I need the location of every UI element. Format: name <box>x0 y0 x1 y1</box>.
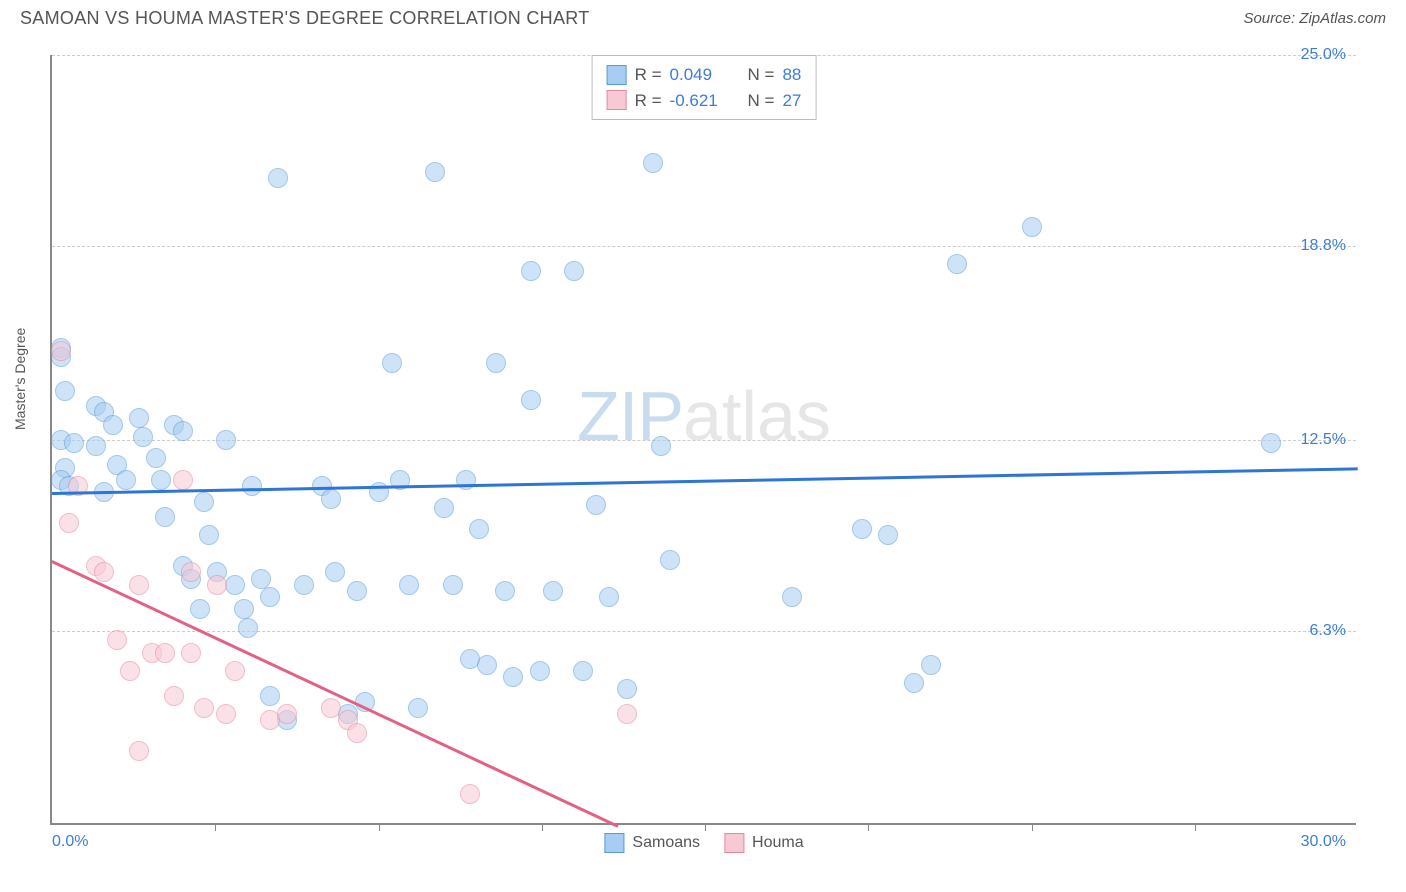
r-value-houma: -0.621 <box>670 88 732 114</box>
r-label: R = <box>635 62 662 88</box>
legend-row-samoans: R = 0.049 N = 88 <box>607 62 802 88</box>
swatch-houma <box>607 90 627 110</box>
n-label: N = <box>748 88 775 114</box>
swatch-samoans <box>604 833 624 853</box>
n-label: N = <box>748 62 775 88</box>
r-label: R = <box>635 88 662 114</box>
xaxis-min-label: 0.0% <box>52 833 88 851</box>
swatch-samoans <box>607 65 627 85</box>
xtick <box>1195 823 1196 831</box>
legend-label-samoans: Samoans <box>632 834 700 852</box>
chart-title: SAMOAN VS HOUMA MASTER'S DEGREE CORRELAT… <box>20 8 590 29</box>
xtick <box>542 823 543 831</box>
trend-line <box>51 560 618 827</box>
chart-source: Source: ZipAtlas.com <box>1243 10 1386 27</box>
xtick <box>868 823 869 831</box>
xaxis-max-label: 30.0% <box>1301 833 1346 851</box>
xtick <box>1032 823 1033 831</box>
n-value-houma: 27 <box>782 88 801 114</box>
swatch-houma <box>724 833 744 853</box>
xtick <box>705 823 706 831</box>
legend-item-samoans: Samoans <box>604 833 700 853</box>
legend-row-houma: R = -0.621 N = 27 <box>607 88 802 114</box>
trends-layer <box>52 55 1356 823</box>
xtick <box>379 823 380 831</box>
n-value-samoans: 88 <box>782 62 801 88</box>
r-value-samoans: 0.049 <box>670 62 732 88</box>
scatter-chart: ZIPatlas R = 0.049 N = 88 R = -0.621 N =… <box>50 55 1356 825</box>
correlation-legend: R = 0.049 N = 88 R = -0.621 N = 27 <box>592 55 817 120</box>
xtick <box>215 823 216 831</box>
legend-item-houma: Houma <box>724 833 804 853</box>
chart-header: SAMOAN VS HOUMA MASTER'S DEGREE CORRELAT… <box>0 0 1406 29</box>
series-legend: Samoans Houma <box>604 833 803 853</box>
legend-label-houma: Houma <box>752 834 804 852</box>
trend-line <box>52 468 1358 495</box>
yaxis-label: Master's Degree <box>12 328 28 430</box>
